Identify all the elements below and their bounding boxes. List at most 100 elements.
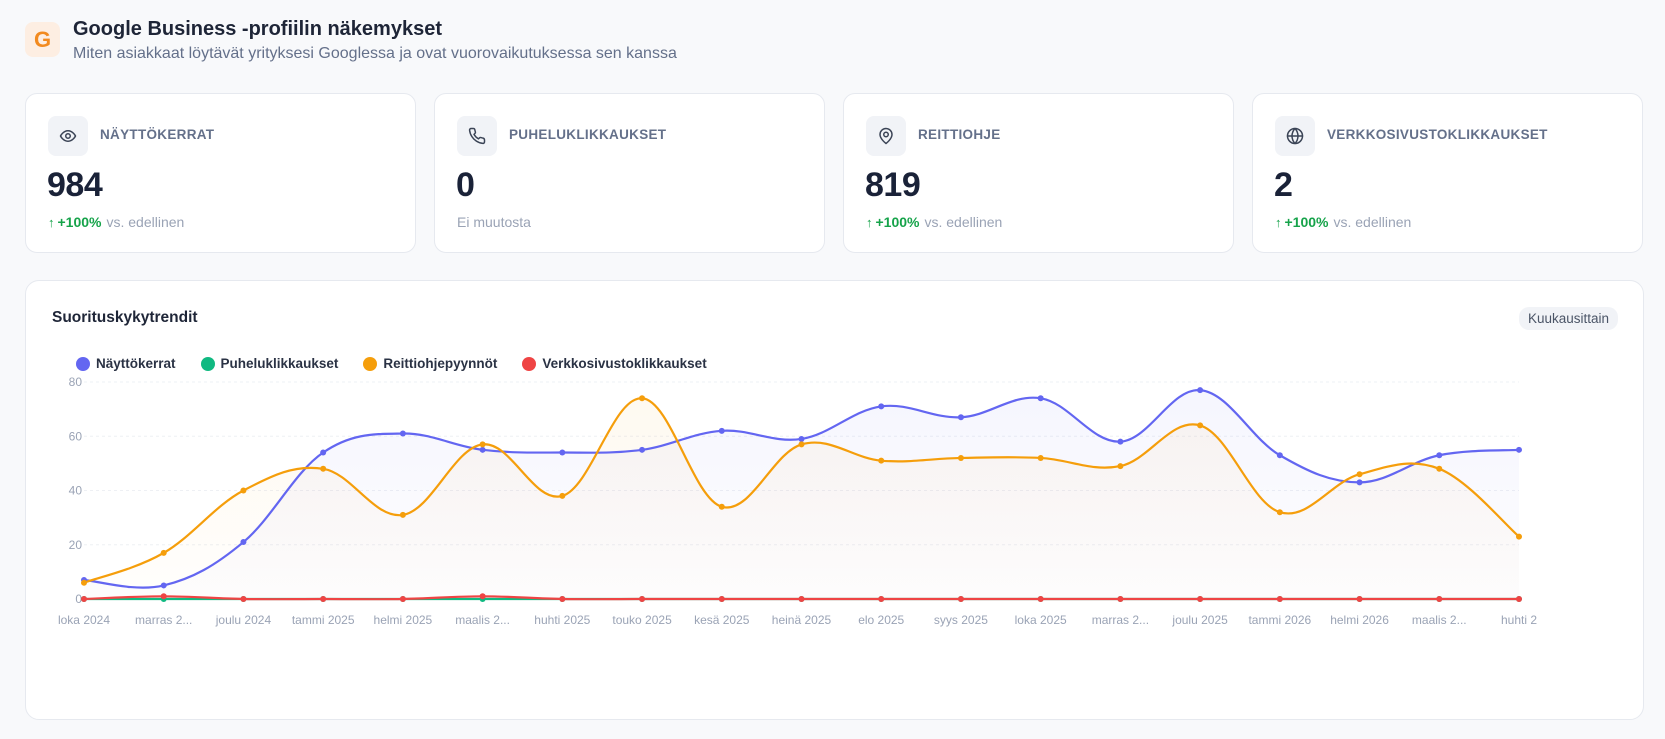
google-logo: G [25, 22, 60, 57]
logo-letter: G [33, 26, 52, 52]
stat-card-impressions: NÄYTTÖKERRAT 984 ↑ +100% vs. edellinen [25, 93, 416, 253]
data-point [1117, 596, 1124, 602]
stat-value: 984 [47, 166, 103, 204]
stat-change: ↑ +100% vs. edellinen [1275, 214, 1411, 230]
data-point [81, 596, 87, 602]
data-point [160, 549, 167, 556]
data-point [399, 596, 406, 602]
chart-legend: Näyttökerrat Puheluklikkaukset Reittiohj… [76, 356, 707, 371]
stat-change: ↑ +100% vs. edellinen [48, 214, 184, 230]
data-point [1436, 596, 1443, 602]
legend-label: Näyttökerrat [96, 356, 176, 371]
data-point [1197, 387, 1204, 394]
legend-item-directions[interactable]: Reittiohjepyynnöt [363, 356, 497, 371]
x-tick-label: tammi 2025 [292, 613, 355, 627]
legend-label: Verkkosivustoklikkaukset [542, 356, 707, 371]
stat-change-suffix: vs. edellinen [1333, 214, 1412, 230]
data-point [1276, 509, 1283, 516]
stat-change: ↑ +100% vs. edellinen [866, 214, 1002, 230]
data-point [1037, 395, 1044, 402]
x-tick-label: huhti 2 [1501, 613, 1537, 627]
data-point [399, 430, 406, 437]
x-tick-label: syys 2025 [934, 613, 988, 627]
stat-change-suffix: vs. edellinen [924, 214, 1003, 230]
data-point [718, 503, 725, 510]
data-point [1356, 471, 1363, 478]
data-point [1037, 596, 1044, 602]
data-point [798, 441, 805, 448]
eye-icon [48, 116, 88, 156]
data-point [320, 596, 327, 602]
y-tick-label: 0 [75, 592, 82, 606]
data-point [639, 395, 646, 402]
data-point [639, 446, 646, 453]
x-tick-label: maalis 2... [1412, 613, 1467, 627]
stat-change: Ei muutosta [457, 214, 531, 230]
x-tick-label: marras 2... [135, 613, 192, 627]
data-point [878, 596, 885, 602]
data-point [240, 487, 247, 494]
legend-label: Reittiohjepyynnöt [383, 356, 498, 371]
stat-label: REITTIOHJE [918, 127, 1001, 142]
data-point [1516, 596, 1522, 602]
x-tick-label: helmi 2026 [1330, 613, 1389, 627]
x-tick-label: joulu 2025 [1171, 613, 1228, 627]
page-subtitle: Miten asiakkaat löytävät yrityksesi Goog… [73, 45, 677, 62]
series-area [84, 398, 1519, 599]
x-tick-label: loka 2025 [1015, 613, 1067, 627]
data-point [160, 593, 167, 600]
data-point [1197, 422, 1204, 429]
stat-change-suffix: vs. edellinen [106, 214, 185, 230]
stat-change-value: +100% [875, 214, 920, 230]
data-point [1037, 454, 1044, 461]
data-point [1117, 463, 1124, 470]
data-point [479, 441, 486, 448]
data-point [1516, 533, 1522, 540]
stat-label: VERKKOSIVUSTOKLIKKAUKSET [1327, 127, 1548, 142]
x-tick-label: kesä 2025 [694, 613, 750, 627]
x-tick-label: elo 2025 [858, 613, 904, 627]
stat-label: PUHELUKLIKKAUKSET [509, 127, 667, 142]
x-tick-label: heinä 2025 [772, 613, 832, 627]
data-point [957, 596, 964, 602]
data-point [240, 539, 247, 546]
data-point [559, 449, 566, 456]
stat-value: 819 [865, 166, 921, 204]
x-tick-label: loka 2024 [58, 613, 110, 627]
data-point [1516, 446, 1522, 453]
x-tick-label: touko 2025 [612, 613, 672, 627]
y-tick-label: 20 [69, 538, 83, 552]
data-point [1276, 452, 1283, 459]
data-point [878, 403, 885, 410]
period-badge[interactable]: Kuukausittain [1518, 307, 1618, 330]
data-point [1276, 596, 1283, 602]
data-point [320, 465, 327, 472]
stat-card-directions: REITTIOHJE 819 ↑ +100% vs. edellinen [843, 93, 1234, 253]
data-point [559, 492, 566, 499]
panel-title: Suorituskykytrendit [52, 309, 198, 326]
data-point [1356, 596, 1363, 602]
stat-value: 0 [456, 166, 475, 204]
x-tick-label: huhti 2025 [534, 613, 590, 627]
page-title: Google Business -profiilin näkemykset [73, 18, 442, 40]
data-point [399, 511, 406, 518]
legend-item-website[interactable]: Verkkosivustoklikkaukset [522, 356, 707, 371]
x-tick-label: maalis 2... [455, 613, 510, 627]
data-point [1117, 438, 1124, 445]
arrow-up-icon: ↑ [1275, 214, 1282, 230]
y-tick-label: 60 [69, 429, 83, 443]
data-point [479, 446, 486, 453]
legend-dot [76, 356, 90, 371]
data-point [160, 582, 167, 589]
data-point [320, 449, 327, 456]
arrow-up-icon: ↑ [866, 214, 873, 230]
y-tick-label: 80 [69, 375, 83, 389]
map-pin-icon [866, 116, 906, 156]
globe-icon [1275, 116, 1315, 156]
stat-change-value: +100% [57, 214, 102, 230]
trends-panel: Suorituskykytrendit Kuukausittain Näyttö… [25, 280, 1644, 720]
data-point [957, 414, 964, 421]
phone-icon [457, 116, 497, 156]
legend-item-calls[interactable]: Puheluklikkaukset [200, 356, 338, 371]
legend-item-impressions[interactable]: Näyttökerrat [76, 356, 176, 371]
